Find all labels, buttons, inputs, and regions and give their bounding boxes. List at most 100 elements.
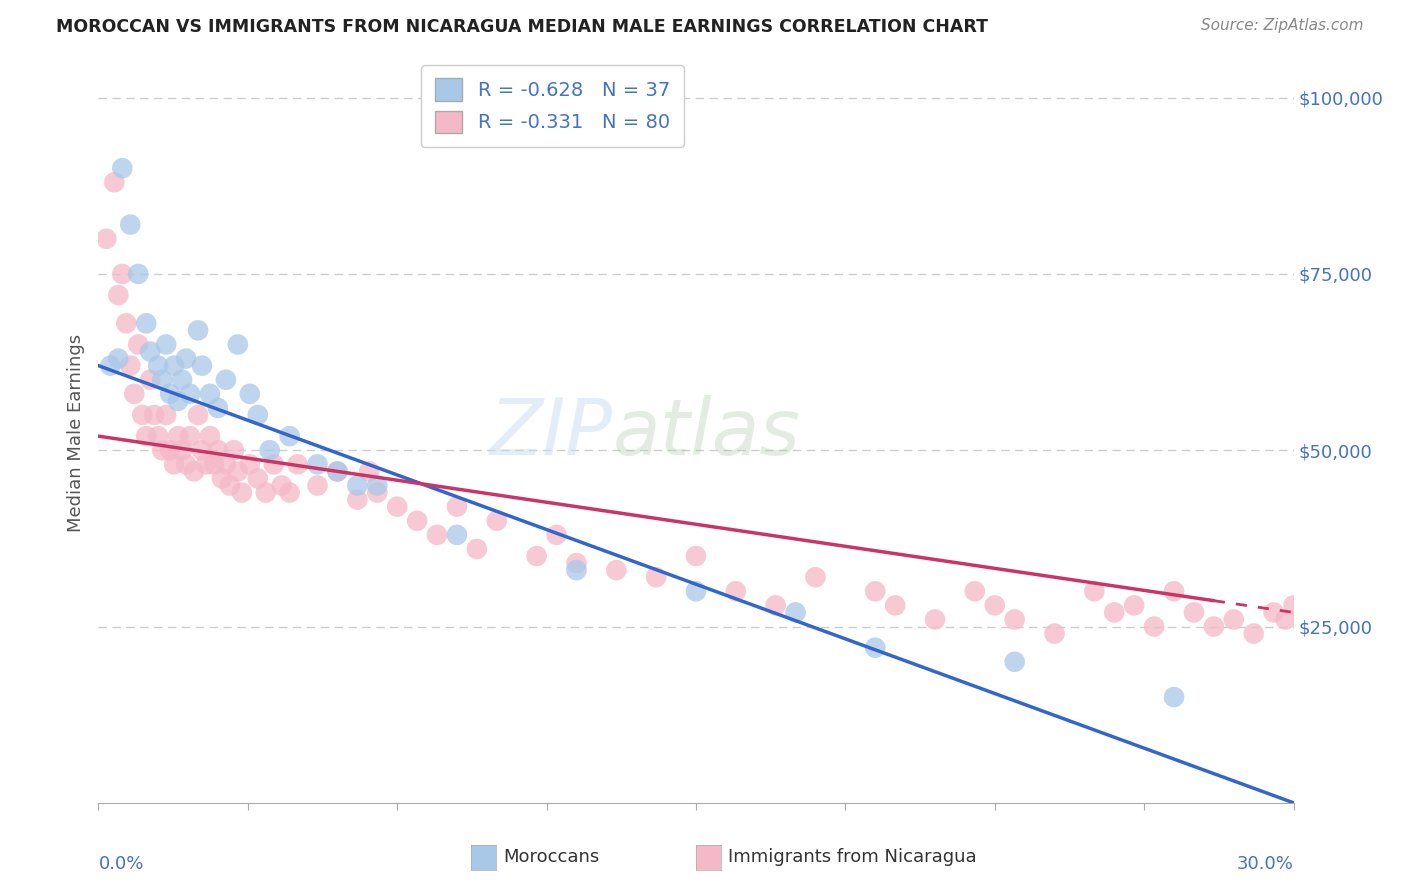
Point: [207, 443, 229, 458]
Point: [211, 471, 233, 485]
Point: [406, 514, 429, 528]
Point: [1104, 606, 1126, 620]
Point: [307, 478, 329, 492]
Point: [246, 408, 269, 422]
Point: [172, 443, 194, 458]
Point: [111, 161, 134, 176]
Point: [191, 443, 214, 458]
Point: [115, 316, 138, 330]
Point: [215, 458, 238, 472]
Point: [207, 401, 229, 415]
Point: [1123, 599, 1146, 613]
Point: [107, 288, 129, 302]
Point: [884, 599, 907, 613]
Point: [287, 458, 309, 472]
Point: [1083, 584, 1105, 599]
Point: [172, 373, 194, 387]
Point: [963, 584, 986, 599]
Point: [278, 485, 301, 500]
Point: [179, 429, 201, 443]
Point: [765, 599, 787, 613]
Point: [1182, 606, 1205, 620]
Point: [155, 408, 177, 422]
Point: [685, 584, 707, 599]
Point: [135, 429, 157, 443]
Point: [526, 549, 548, 563]
Point: [143, 408, 166, 422]
Point: [645, 570, 668, 584]
Point: [565, 556, 588, 570]
Point: [174, 458, 197, 472]
Point: [685, 549, 707, 563]
Point: [131, 408, 153, 422]
Point: [183, 464, 205, 478]
Point: [605, 563, 627, 577]
Point: [124, 387, 146, 401]
Point: [127, 267, 149, 281]
Point: [1163, 584, 1185, 599]
Point: [346, 492, 368, 507]
Point: [148, 359, 170, 373]
Point: [163, 359, 186, 373]
Point: [307, 458, 329, 472]
Point: [103, 175, 125, 189]
Point: [159, 387, 181, 401]
Point: [1202, 619, 1225, 633]
Point: [1163, 690, 1185, 704]
Point: [179, 387, 201, 401]
Point: [155, 337, 177, 351]
Point: [222, 443, 245, 458]
Point: [191, 359, 214, 373]
Point: [187, 408, 209, 422]
Point: [219, 478, 242, 492]
Point: [1223, 612, 1246, 626]
Point: [1263, 606, 1285, 620]
Point: [366, 485, 388, 500]
Point: [202, 458, 225, 472]
Point: [226, 337, 249, 351]
Point: [984, 599, 1007, 613]
Point: [259, 443, 281, 458]
Point: [150, 373, 173, 387]
Point: [426, 528, 449, 542]
Text: MOROCCAN VS IMMIGRANTS FROM NICARAGUA MEDIAN MALE EARNINGS CORRELATION CHART: MOROCCAN VS IMMIGRANTS FROM NICARAGUA ME…: [56, 18, 988, 36]
Point: [1243, 626, 1265, 640]
Point: [159, 443, 181, 458]
Point: [174, 351, 197, 366]
Point: [326, 464, 349, 478]
Point: [359, 464, 381, 478]
Point: [865, 584, 887, 599]
Point: [96, 232, 118, 246]
Point: [198, 429, 221, 443]
Text: 30.0%: 30.0%: [1237, 855, 1294, 872]
Point: [120, 218, 142, 232]
Point: [1004, 612, 1026, 626]
Point: [1282, 599, 1305, 613]
Point: [215, 373, 238, 387]
Point: [127, 337, 149, 351]
Legend: R = -0.628   N = 37, R = -0.331   N = 80: R = -0.628 N = 37, R = -0.331 N = 80: [422, 65, 683, 146]
Point: [446, 528, 468, 542]
Point: [139, 344, 162, 359]
Point: [1004, 655, 1026, 669]
Point: [565, 563, 588, 577]
Point: [226, 464, 249, 478]
Point: [107, 351, 129, 366]
Text: ZIP: ZIP: [489, 394, 613, 471]
Point: [465, 541, 488, 556]
Point: [724, 584, 747, 599]
Point: [167, 393, 190, 408]
Point: [385, 500, 409, 514]
Point: [187, 323, 209, 337]
Point: [865, 640, 887, 655]
Point: [270, 478, 292, 492]
Point: [148, 429, 170, 443]
Point: [278, 429, 301, 443]
Point: [804, 570, 827, 584]
Point: [135, 316, 157, 330]
Text: atlas: atlas: [613, 394, 800, 471]
Point: [150, 443, 173, 458]
Point: [239, 387, 262, 401]
Point: [1043, 626, 1066, 640]
Point: [246, 471, 269, 485]
